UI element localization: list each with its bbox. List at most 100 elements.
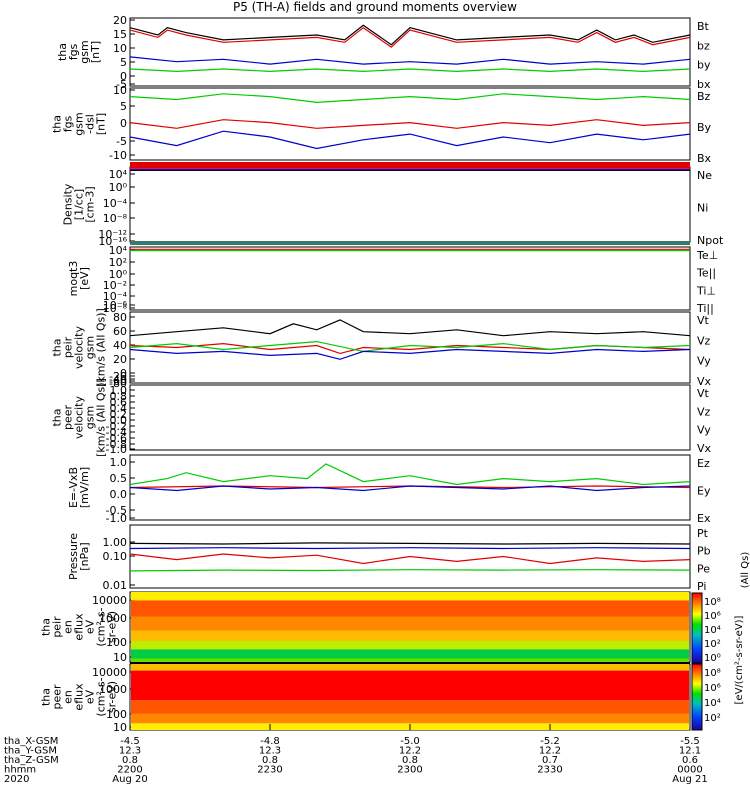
y-tick-label: 10	[113, 721, 127, 734]
p10-spectrogram	[131, 664, 689, 730]
colorbar-label-qs: (All Qs)	[740, 552, 750, 589]
legend-entry: Bx	[697, 152, 712, 165]
y-tick-label: 60	[113, 325, 127, 338]
legend-entry: Ey	[697, 485, 711, 498]
y-tick-label: 0.10	[103, 550, 128, 563]
y-tick-label: 0	[120, 117, 127, 130]
y-tick-label: 10	[113, 651, 127, 664]
y-tick-label: 10⁻¹²	[98, 228, 127, 241]
y-tick-label: 100	[106, 636, 127, 649]
y-axis-label: gsm	[84, 336, 97, 359]
spectrogram-band	[131, 664, 689, 671]
y-tick-label: 10000	[92, 594, 127, 607]
series-line-Vx	[129, 348, 691, 360]
x-row-value: Aug 21	[672, 774, 707, 785]
y-axis-label: eV	[84, 619, 97, 634]
y-tick-label: 10⁻⁸	[103, 302, 128, 315]
spectrogram-band	[131, 700, 689, 714]
y-axis-label: [nT]	[89, 41, 102, 63]
legend-entry: By	[697, 121, 712, 134]
y-tick-label: 0	[120, 70, 127, 83]
series-line-by	[129, 68, 691, 73]
series-line-Ey	[129, 463, 691, 486]
y-tick-label: 5	[120, 56, 127, 69]
y-axis-label: gsm	[84, 406, 97, 429]
colorbar-tick: 10²	[704, 639, 721, 650]
x-row-value: 0.7	[542, 755, 558, 766]
x-row-label: tha_Z-GSM	[4, 755, 59, 766]
y-tick-label: 100	[106, 708, 127, 721]
y-axis-label: sr-eV)	[106, 681, 119, 713]
legend-entry: Ni	[697, 202, 708, 215]
legend-entry: Vx	[697, 375, 712, 388]
series-line-Bz	[129, 119, 691, 129]
y-tick-label: 10⁻⁸	[103, 212, 128, 225]
y-tick-label: 10⁰	[109, 268, 128, 281]
legend-entry: Pb	[697, 545, 711, 558]
legend-entry: Ti⊥	[696, 284, 716, 297]
y-tick-label: 10⁻²	[103, 279, 127, 292]
legend-entry: Vy	[697, 355, 711, 368]
x-row-value: Aug 20	[112, 774, 147, 785]
legend-entry: Vt	[697, 387, 710, 400]
legend-entry: Vt	[697, 314, 710, 327]
legend-entry: Pe	[697, 562, 710, 575]
y-axis-label: peer	[62, 405, 75, 431]
legend-entry: Vz	[697, 334, 711, 347]
x-row-value: 12.3	[119, 746, 141, 757]
p9-spectrogram	[131, 592, 689, 662]
x-row-value: 12.1	[679, 746, 701, 757]
colorbar-tick: 10⁸	[704, 668, 721, 679]
y-axis-label: Density	[62, 183, 75, 225]
x-row-value: -5.0	[400, 736, 420, 747]
y-axis-label: (cm²-s-	[95, 677, 108, 716]
legend-entry: Vz	[697, 405, 711, 418]
y-tick-label: -0.2	[106, 420, 127, 433]
colorbar-top	[691, 592, 703, 664]
y-axis-label: tha	[51, 115, 64, 133]
density-stripe	[130, 162, 690, 168]
legend-entry: Ez	[697, 457, 710, 470]
legend-entry: bx	[697, 78, 711, 91]
y-tick-label: 0.0	[110, 414, 128, 427]
series-line-By	[129, 93, 691, 104]
y-tick-label: -5	[116, 135, 127, 148]
y-tick-label: -60	[109, 375, 127, 388]
y-axis-label: E=-VxB	[67, 467, 80, 508]
y-tick-label: 0.01	[103, 579, 128, 592]
y-tick-label: 20	[113, 14, 127, 27]
colorbar-bottom	[691, 663, 703, 731]
y-tick-label: -10	[109, 149, 127, 162]
legend-entry: Te⊥	[696, 249, 718, 262]
y-axis-label: en	[62, 690, 75, 704]
y-axis-label: [cm-3]	[84, 186, 97, 222]
p1-frame	[129, 17, 691, 87]
y-tick-label: 15	[113, 28, 127, 41]
x-row-value: 2200	[117, 765, 142, 776]
y-tick-label: -0.8	[106, 438, 127, 451]
p2-frame	[129, 87, 691, 161]
colorbar-tick: 10⁰	[704, 653, 721, 664]
y-axis-label: [nT]	[95, 113, 108, 135]
y-axis-label: velocity	[73, 396, 86, 439]
y-axis-label: eflux	[73, 683, 86, 711]
y-tick-label: 1000	[99, 683, 127, 696]
x-row-label: 2020	[4, 774, 29, 785]
legend-entry: Ti||	[696, 302, 714, 315]
x-row-value: -5.2	[540, 736, 560, 747]
y-axis-label: tha	[40, 688, 53, 706]
y-axis-label: (cm²-s-	[95, 607, 108, 646]
legend-entry: Ex	[697, 512, 711, 525]
x-row-value: 0.8	[122, 755, 138, 766]
series-line-Ex	[129, 485, 691, 492]
y-tick-label: -1.0	[106, 443, 127, 456]
y-tick-label: 1.00	[103, 536, 128, 549]
series-line-Pe	[129, 569, 691, 572]
x-row-value: 0000	[677, 765, 702, 776]
x-row-value: 0.8	[402, 755, 418, 766]
y-tick-label: -0.6	[106, 432, 127, 445]
x-row-value: 2230	[257, 765, 282, 776]
y-tick-label: 0.4	[110, 402, 128, 415]
spectrogram-band	[131, 600, 689, 617]
